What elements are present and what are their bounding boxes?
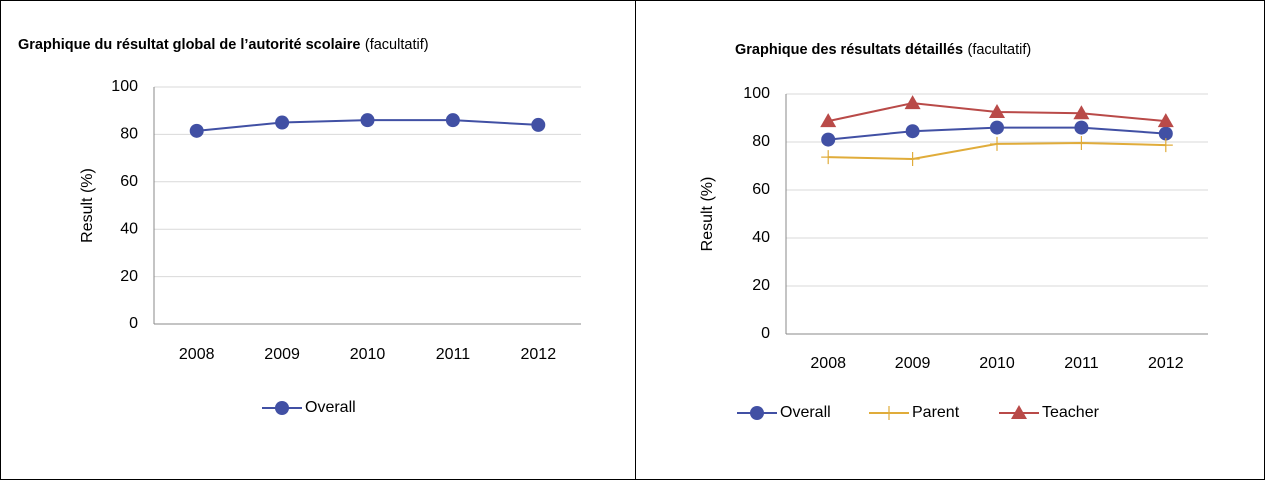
point (189, 123, 204, 138)
point (1074, 120, 1089, 135)
point (1074, 135, 1089, 150)
point (821, 150, 836, 165)
point (1073, 105, 1090, 120)
y-tick-label: 40 (752, 229, 770, 246)
x-tick-label: 2010 (979, 355, 1015, 372)
title-bold: Graphique des résultats détaillés (735, 42, 963, 58)
y-tick-label: 0 (761, 325, 770, 342)
y-tick-label: 20 (752, 277, 770, 294)
x-tick-label: 2011 (436, 346, 471, 363)
legend-label: Overall (305, 399, 356, 416)
y-axis-label: Result (%) (79, 168, 96, 243)
y-axis-label: Result (%) (699, 177, 716, 252)
legend-label: Parent (912, 404, 960, 421)
legend-marker (275, 401, 289, 415)
chart-title: Graphique des résultats détaillés (facul… (735, 41, 1031, 58)
x-tick-label: 2008 (179, 346, 215, 363)
title-note: (facultatif) (365, 37, 429, 53)
y-tick-label: 40 (120, 220, 138, 237)
x-tick-label: 2011 (1064, 355, 1099, 372)
point (1158, 126, 1173, 141)
y-tick-label: 80 (752, 133, 770, 150)
point (275, 115, 290, 130)
y-tick-label: 60 (752, 181, 770, 198)
point (821, 132, 836, 147)
legend-marker (750, 406, 764, 420)
legend-label: Teacher (1042, 404, 1100, 421)
point (905, 152, 920, 167)
y-tick-label: 80 (120, 126, 138, 143)
x-tick-label: 2009 (895, 355, 931, 372)
title-note: (facultatif) (968, 42, 1032, 58)
point (905, 124, 920, 139)
x-tick-label: 2012 (1148, 355, 1184, 372)
point (820, 113, 837, 128)
legend-marker (1011, 405, 1027, 419)
point (445, 113, 460, 128)
y-tick-label: 60 (120, 173, 138, 190)
point (990, 136, 1004, 151)
x-tick-label: 2009 (264, 346, 300, 363)
x-tick-label: 2008 (810, 355, 846, 372)
x-tick-label: 2012 (521, 346, 557, 363)
point (1158, 138, 1173, 153)
legend-label: Overall (780, 404, 831, 421)
point (531, 117, 546, 132)
chart-title: Graphique du résultat global de l’autori… (18, 36, 429, 53)
x-tick-label: 2010 (350, 346, 386, 363)
point (904, 95, 921, 110)
point (989, 104, 1005, 118)
y-tick-label: 100 (743, 85, 770, 102)
y-tick-label: 100 (111, 78, 138, 95)
y-tick-label: 20 (120, 268, 138, 285)
point (990, 120, 1004, 135)
y-tick-label: 0 (129, 315, 138, 332)
title-bold: Graphique du résultat global de l’autori… (18, 37, 360, 53)
point (360, 113, 375, 128)
legend-marker (882, 406, 896, 420)
point (1157, 113, 1174, 128)
